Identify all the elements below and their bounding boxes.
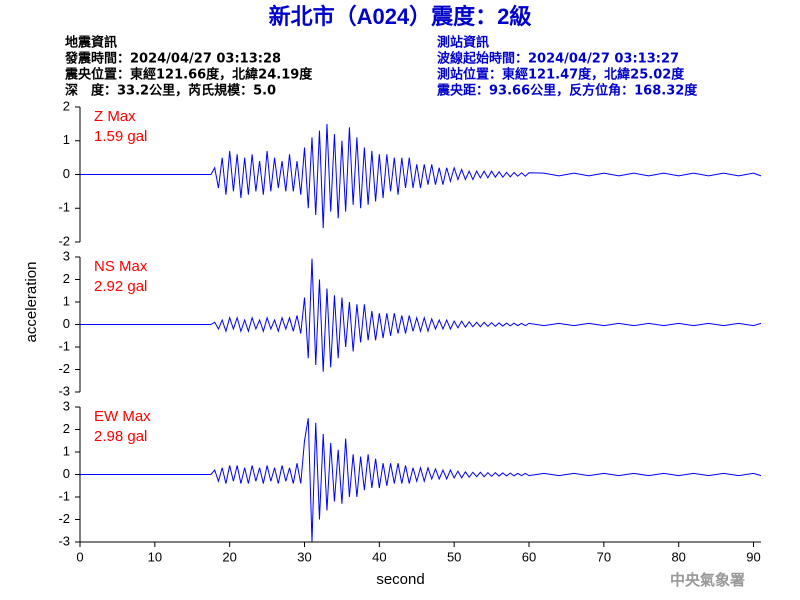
y-tick-label: -1 [58, 338, 70, 353]
annotation: 2.92 gal [94, 278, 147, 295]
annotation: Z Max [94, 108, 136, 125]
x-tick-label: 50 [447, 549, 461, 564]
info-left: 地震資訊 [65, 35, 117, 51]
info-left: 震央位置：東經121.66度，北緯24.19度 [64, 67, 313, 83]
title: 新北市（A024）震度：2級 [269, 4, 532, 29]
waveform [80, 418, 762, 542]
y-tick-label: 2 [63, 271, 70, 286]
y-tick-label: -1 [58, 200, 70, 215]
annotation: NS Max [94, 258, 148, 275]
info-right: 震央距：93.66公里，反方位角：168.32度 [436, 83, 698, 99]
annotation: EW Max [94, 408, 151, 425]
y-tick-label: 2 [63, 98, 70, 113]
x-tick-label: 60 [522, 549, 536, 564]
info-left: 深 度：33.2公里，芮氏規模：5.0 [65, 83, 276, 99]
y-tick-label: -3 [58, 383, 70, 398]
x-tick-label: 20 [222, 549, 236, 564]
x-axis-label: second [376, 571, 424, 588]
info-right: 測站位置：東經121.47度，北緯25.02度 [437, 67, 685, 83]
y-tick-label: 0 [63, 466, 70, 481]
x-tick-label: 0 [76, 549, 83, 564]
annotation: 2.98 gal [94, 428, 147, 445]
y-tick-label: 3 [63, 398, 70, 413]
waveform [80, 123, 762, 229]
y-tick-label: 1 [63, 443, 70, 458]
y-tick-label: -2 [58, 511, 70, 526]
x-tick-label: 30 [297, 549, 311, 564]
info-left: 發震時間：2024/04/27 03:13:28 [64, 51, 281, 67]
info-right: 測站資訊 [437, 35, 489, 51]
y-tick-label: -3 [58, 533, 70, 548]
y-tick-label: -2 [58, 361, 70, 376]
waveform [80, 258, 762, 372]
info-right: 波線起始時間：2024/04/27 03:13:27 [437, 51, 679, 67]
y-tick-label: -1 [58, 488, 70, 503]
y-tick-label: -2 [58, 233, 70, 248]
y-tick-label: 1 [63, 293, 70, 308]
y-axis-label: acceleration [23, 262, 40, 343]
y-tick-label: 0 [63, 316, 70, 331]
x-tick-label: 10 [148, 549, 162, 564]
annotation: 1.59 gal [94, 128, 147, 145]
x-tick-label: 90 [746, 549, 760, 564]
y-tick-label: 1 [63, 132, 70, 147]
footer: 中央氣象署 [670, 571, 745, 589]
y-tick-label: 2 [63, 421, 70, 436]
x-tick-label: 70 [597, 549, 611, 564]
y-tick-label: 3 [63, 248, 70, 263]
y-tick-label: 0 [63, 166, 70, 181]
x-tick-label: 40 [372, 549, 386, 564]
x-tick-label: 80 [671, 549, 685, 564]
